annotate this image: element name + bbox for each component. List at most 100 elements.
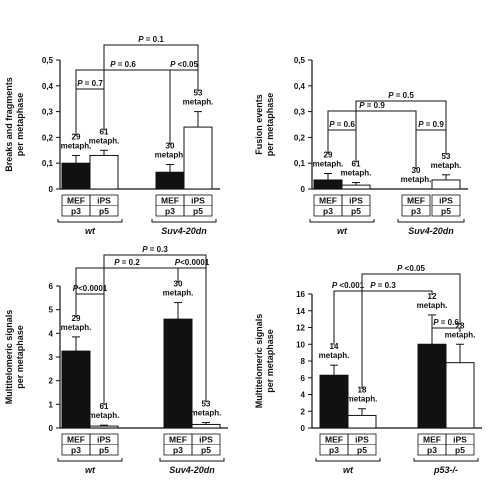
- category-label-line2: p3: [165, 206, 175, 216]
- p-value-label: P <0.001: [332, 281, 365, 290]
- p-value-label: P = 0.3: [142, 245, 168, 254]
- category-label-line1: MEF: [67, 435, 85, 445]
- category-label-line2: p3: [173, 445, 183, 455]
- bar-4: [183, 126, 213, 190]
- y-tick-label: 0,5: [294, 56, 306, 65]
- bar-1: [61, 350, 91, 429]
- category-label-line1: MEF: [423, 435, 441, 445]
- sample-count-label: 14: [330, 342, 339, 351]
- group-label: wt: [337, 226, 348, 236]
- p-value-label: P = 0.6: [329, 120, 355, 129]
- chart-panel-1: 0 0,1 0,2 0,3 0,4 0,5 Breaks and fragmentsper …: [4, 35, 220, 236]
- y-tick-label: 6: [301, 374, 306, 383]
- y-tick-label: 16: [296, 290, 305, 299]
- sample-count-label: 29: [72, 314, 81, 323]
- p-value-label: P <0.05: [170, 60, 198, 69]
- group-bracket: [397, 219, 465, 223]
- category-label-line1: MEF: [161, 196, 179, 206]
- y-tick-label: 6: [49, 282, 54, 291]
- category-label-line1: iPS: [439, 196, 453, 206]
- category-label-line1: iPS: [453, 435, 467, 445]
- category-label-line1: iPS: [191, 196, 205, 206]
- y-tick-label: 0,2: [42, 133, 54, 142]
- bar-1: [313, 179, 343, 190]
- category-label-line1: MEF: [325, 435, 343, 445]
- group-label: Suv4-20dn: [169, 465, 215, 475]
- sample-unit-label: metaph.: [341, 169, 372, 178]
- p-value-label: P = 0.5: [388, 91, 414, 100]
- category-label-line2: p3: [329, 445, 339, 455]
- sample-count-label: 61: [352, 160, 361, 169]
- y-tick-label: 3: [49, 353, 54, 362]
- group-bracket: [151, 219, 217, 223]
- group-label: Suv4-20dn: [161, 226, 207, 236]
- sample-count-label: 28: [456, 321, 465, 330]
- p-value-label: P <0.05: [397, 264, 425, 273]
- y-tick-label: 14: [296, 307, 305, 316]
- category-label-line2: p5: [357, 445, 367, 455]
- p-value-label: P = 0.9: [359, 101, 385, 110]
- category-label-line1: MEF: [407, 196, 425, 206]
- bar-3: [163, 318, 193, 429]
- sample-count-label: 53: [202, 400, 211, 409]
- group-label: wt: [85, 226, 96, 236]
- p-value-label: P<0.0001: [175, 258, 210, 267]
- y-tick-label: 0: [49, 185, 54, 194]
- category-label-line2: p5: [201, 445, 211, 455]
- category-label-line2: p5: [193, 206, 203, 216]
- sample-unit-label: metaph.: [163, 289, 194, 298]
- chart-panel-2: 0 0,1 0,2 0,3 0,4 0,5 Fusion eventsper metapha…: [254, 56, 468, 236]
- sample-count-label: 30: [166, 141, 175, 150]
- y-axis-label: Fusion eventsper metaphase: [254, 93, 275, 157]
- sample-count-label: 12: [428, 292, 437, 301]
- sample-count-label: 30: [412, 166, 421, 175]
- sample-count-label: 29: [72, 132, 81, 141]
- category-label-line1: iPS: [97, 196, 111, 206]
- significance-bracket: [177, 267, 207, 403]
- bar-2: [341, 184, 371, 190]
- category-label-line2: p3: [411, 206, 421, 216]
- y-tick-label: 0: [301, 185, 306, 194]
- sample-count-label: 18: [358, 386, 367, 395]
- p-value-label: P<0.0001: [73, 284, 108, 293]
- p-value-label: P = 0.7: [77, 79, 103, 88]
- y-tick-label: 0: [49, 424, 54, 433]
- y-tick-label: 0,2: [294, 133, 306, 142]
- sample-count-label: 61: [100, 402, 109, 411]
- y-tick-label: 12: [296, 324, 305, 333]
- y-tick-label: 10: [296, 340, 305, 349]
- bar-4: [445, 362, 475, 429]
- bar-2: [347, 414, 377, 429]
- y-tick-label: 5: [49, 306, 54, 315]
- chart-panel-3: 0 1 2 3 4 5 6 Multitelomeric signalsper metapha…: [4, 245, 228, 475]
- y-tick-label: 8: [301, 357, 306, 366]
- y-tick-label: 2: [49, 377, 54, 386]
- significance-bracket: [415, 129, 447, 169]
- category-label-line2: p5: [455, 445, 465, 455]
- significance-bracket: [75, 293, 105, 406]
- y-axis-label: Multitelomeric signalsper metaphase: [254, 314, 275, 409]
- bar-4: [431, 179, 461, 190]
- category-label-line1: MEF: [319, 196, 337, 206]
- group-bracket: [315, 458, 381, 462]
- bar-1: [61, 162, 91, 190]
- y-tick-label: 0,1: [294, 159, 306, 168]
- category-label-line2: p3: [323, 206, 333, 216]
- sample-count-label: 53: [194, 89, 203, 98]
- significance-bracket: [355, 100, 447, 163]
- y-tick-label: 0,4: [294, 82, 306, 91]
- y-axis-label: Multitelomeric signalsper metaphase: [4, 310, 25, 405]
- sample-unit-label: metaph.: [313, 160, 344, 169]
- bar-3: [155, 171, 185, 190]
- y-axis-label: Breaks and fragmentsper metaphase: [4, 77, 25, 172]
- sample-unit-label: metaph.: [183, 98, 214, 107]
- p-value-label: P = 0.1: [138, 35, 164, 44]
- bar-2: [89, 154, 119, 190]
- category-label-line2: p5: [441, 206, 451, 216]
- category-label-line2: p3: [427, 445, 437, 455]
- bar-2: [89, 425, 119, 429]
- category-label-line1: iPS: [355, 435, 369, 445]
- sample-count-label: 53: [442, 152, 451, 161]
- category-label-line2: p5: [351, 206, 361, 216]
- sample-unit-label: metaph.: [155, 150, 186, 159]
